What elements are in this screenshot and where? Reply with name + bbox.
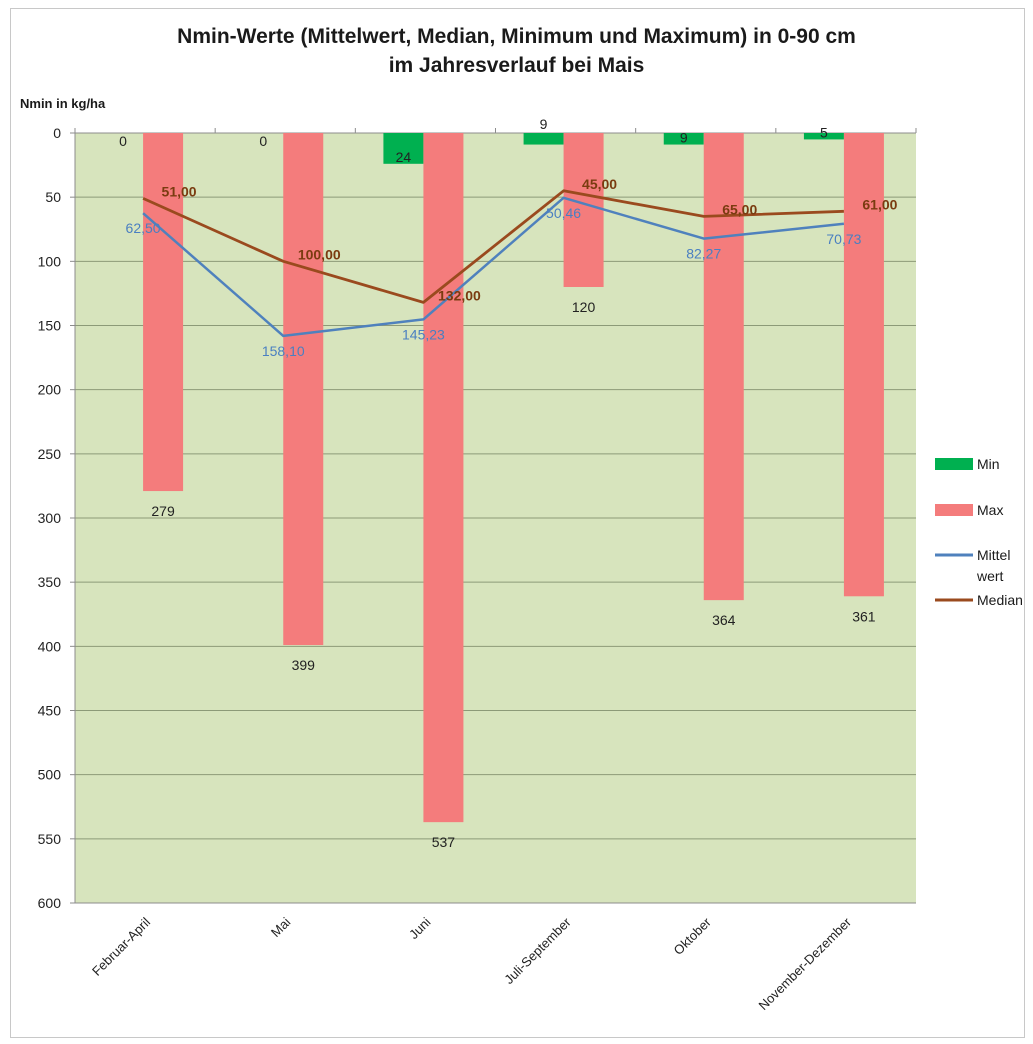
y-tick-label: 300 — [38, 510, 62, 526]
label-max: 364 — [712, 612, 736, 628]
label-mittelwert: 50,46 — [546, 205, 581, 221]
label-median: 65,00 — [722, 201, 757, 217]
chart-title-line-1: Nmin-Werte (Mittelwert, Median, Minimum … — [177, 25, 856, 48]
bar-min — [803, 133, 844, 140]
bar-max — [423, 133, 464, 823]
y-tick-label: 500 — [38, 767, 62, 783]
legend-label-max: Max — [977, 502, 1003, 518]
x-axis-ticks: Februar-April Mai Juni Juli-September Oktobe… — [89, 914, 855, 1013]
bar-min — [383, 133, 424, 164]
y-tick-label: 350 — [38, 574, 62, 590]
y-tick-label: 50 — [45, 189, 61, 205]
label-mittelwert: 145,23 — [402, 326, 445, 342]
y-tick-label: 600 — [38, 895, 62, 911]
label-mittelwert: 158,10 — [262, 343, 305, 359]
label-mittelwert: 62,50 — [126, 220, 161, 236]
chart-title: Nmin-Werte (Mittelwert, Median, Minimum … — [0, 22, 1033, 80]
label-max: 279 — [151, 503, 175, 519]
line-median — [142, 189, 844, 304]
y-tick-label: 450 — [38, 703, 62, 719]
label-median: 51,00 — [162, 183, 197, 199]
bar-min — [523, 133, 564, 145]
label-max: 537 — [432, 834, 456, 850]
y-tick-label: 250 — [38, 446, 62, 462]
bar-min — [663, 133, 704, 145]
label-max: 399 — [292, 657, 316, 673]
x-tick-label: Oktober — [671, 914, 715, 958]
label-min: 0 — [119, 133, 127, 149]
bar-max — [283, 133, 324, 646]
label-mittelwert: 70,73 — [826, 231, 861, 247]
legend-swatch-max — [935, 504, 973, 516]
label-median: 45,00 — [582, 176, 617, 192]
x-tick-label: Juni — [406, 914, 434, 942]
label-median: 132,00 — [438, 287, 481, 303]
y-tick-label: 150 — [38, 318, 62, 334]
x-tick-label: Februar-April — [89, 914, 153, 978]
y-axis-ticks: 0 50 100 150 200 250 300 350 400 450 500 550 600 — [38, 125, 62, 911]
legend-label-mittelwert-1: Mittel — [977, 547, 1010, 563]
bar-max — [563, 133, 604, 287]
y-axis-label: Nmin in kg/ha — [20, 96, 106, 111]
legend-label-min: Min — [977, 456, 1000, 472]
data-labels: 0 279 0 399 24 537 9 120 9 364 5 361 62,50 51,00 158,1… — [119, 116, 897, 850]
bar-max — [843, 133, 884, 597]
bars — [143, 133, 884, 823]
label-min: 5 — [820, 124, 828, 140]
label-mittelwert: 82,27 — [686, 246, 721, 262]
x-tick-label: Mai — [268, 914, 293, 939]
legend-swatch-min — [935, 458, 973, 470]
grid-lines — [70, 128, 917, 904]
legend-label-mittelwert-2: wert — [976, 568, 1004, 584]
label-median: 100,00 — [298, 246, 341, 262]
label-min: 24 — [396, 149, 412, 165]
label-min: 9 — [680, 130, 688, 146]
label-max: 120 — [572, 299, 596, 315]
y-tick-label: 100 — [38, 253, 62, 269]
y-tick-label: 0 — [53, 125, 61, 141]
label-min: 9 — [540, 116, 548, 132]
y-tick-label: 200 — [38, 382, 62, 398]
x-tick-label: Juli-September — [501, 914, 574, 987]
legend: Min Max Mittel wert Median — [935, 456, 1023, 608]
legend-label-median: Median — [977, 592, 1023, 608]
label-max: 361 — [852, 608, 876, 624]
bar-max — [703, 133, 744, 601]
label-median: 61,00 — [862, 196, 897, 212]
bar-max — [143, 133, 184, 492]
x-tick-label: November-Dezember — [756, 914, 855, 1013]
chart-title-line-2: im Jahresverlauf bei Mais — [388, 54, 645, 77]
y-tick-label: 400 — [38, 638, 62, 654]
line-mittelwert — [142, 196, 845, 338]
lines — [142, 189, 845, 338]
label-min: 0 — [259, 133, 267, 149]
y-tick-label: 550 — [38, 831, 62, 847]
